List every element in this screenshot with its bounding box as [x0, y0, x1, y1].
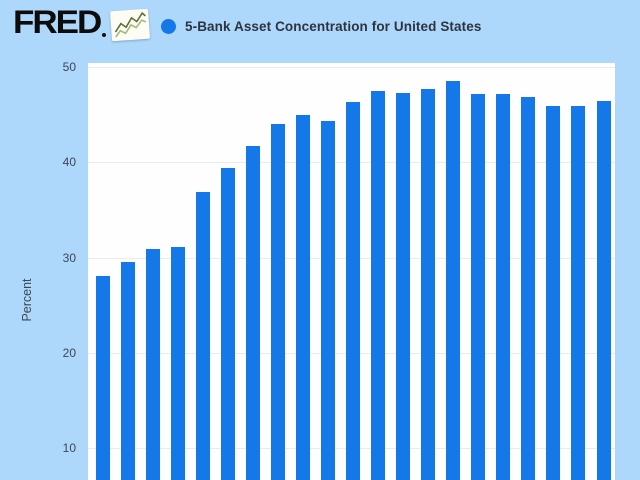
fred-logo[interactable]: FRED	[13, 4, 151, 42]
y-tick-30: 30	[62, 250, 76, 265]
bar-18[interactable]	[521, 96, 536, 480]
bar-13[interactable]	[396, 92, 411, 480]
bar-2[interactable]	[120, 262, 135, 480]
bar-3[interactable]	[145, 248, 160, 480]
registered-trademark-dot	[102, 33, 107, 37]
bar-6[interactable]	[220, 167, 235, 480]
bar-19[interactable]	[546, 106, 561, 480]
bar-21[interactable]	[596, 101, 611, 480]
bar-8[interactable]	[270, 124, 285, 480]
fred-logo-text: FRED	[13, 4, 102, 41]
y-tick-50: 50	[62, 60, 76, 74]
bar-10[interactable]	[320, 121, 335, 480]
series-legend-marker	[161, 19, 176, 34]
bar-20[interactable]	[571, 106, 586, 480]
y-tick-40: 40	[62, 155, 76, 170]
bar-4[interactable]	[170, 247, 185, 480]
bar-14[interactable]	[421, 88, 436, 480]
bar-16[interactable]	[471, 93, 486, 480]
y-tick-20: 20	[62, 345, 76, 360]
series-title[interactable]: 5-Bank Asset Concentration for United St…	[185, 19, 482, 34]
bar-12[interactable]	[371, 90, 386, 480]
bar-17[interactable]	[496, 93, 511, 480]
bar-15[interactable]	[446, 81, 461, 480]
bar-11[interactable]	[346, 102, 360, 480]
y-axis-label: Percent	[20, 278, 34, 322]
plot-area	[88, 63, 615, 480]
bar-1[interactable]	[95, 275, 110, 480]
gridline-50	[88, 67, 615, 68]
bar-7[interactable]	[245, 146, 260, 480]
bar-9[interactable]	[295, 114, 310, 480]
bar-5[interactable]	[195, 191, 210, 480]
sparkline-chart-icon	[110, 8, 151, 42]
y-tick-10: 10	[62, 441, 76, 455]
